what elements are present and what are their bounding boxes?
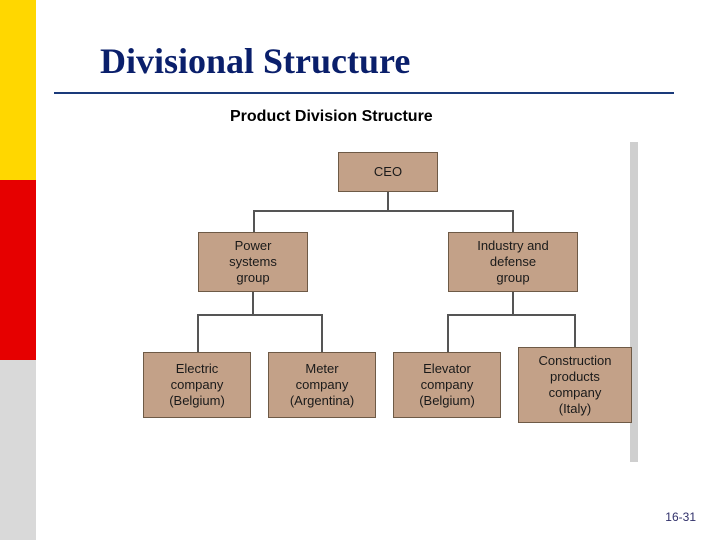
node-label: Power systems group xyxy=(229,238,277,287)
node-power-systems-group: Power systems group xyxy=(198,232,308,292)
conn-pwr-hbar xyxy=(197,314,323,316)
conn-ceo-hbar xyxy=(253,210,513,212)
conn-to-elev xyxy=(447,314,449,352)
org-chart: CEO Power systems group Industry and def… xyxy=(138,142,638,462)
conn-to-ind xyxy=(512,210,514,232)
node-label: Meter company (Argentina) xyxy=(290,361,354,410)
node-construction-products-company: Construction products company (Italy) xyxy=(518,347,632,423)
conn-ceo-stem xyxy=(387,192,389,210)
stripe-red xyxy=(0,180,36,360)
node-elevator-company: Elevator company (Belgium) xyxy=(393,352,501,418)
conn-to-pwr xyxy=(253,210,255,232)
title-rule xyxy=(54,92,674,94)
node-meter-company: Meter company (Argentina) xyxy=(268,352,376,418)
node-electric-company: Electric company (Belgium) xyxy=(143,352,251,418)
stripe-yellow xyxy=(0,0,36,180)
node-ceo: CEO xyxy=(338,152,438,192)
page-title: Divisional Structure xyxy=(100,40,410,82)
node-label: Electric company (Belgium) xyxy=(169,361,225,410)
conn-ind-stem xyxy=(512,292,514,314)
slide: Divisional Structure Product Division St… xyxy=(0,0,720,540)
node-label: CEO xyxy=(374,164,402,180)
conn-ind-hbar xyxy=(447,314,576,316)
conn-to-cons xyxy=(574,314,576,347)
conn-to-metr xyxy=(321,314,323,352)
subtitle: Product Division Structure xyxy=(230,108,433,126)
conn-pwr-stem xyxy=(252,292,254,314)
conn-to-elec xyxy=(197,314,199,352)
node-label: Construction products company (Italy) xyxy=(539,353,612,418)
node-industry-defense-group: Industry and defense group xyxy=(448,232,578,292)
node-label: Elevator company (Belgium) xyxy=(419,361,475,410)
stripe-gray xyxy=(0,360,36,540)
page-number: 16-31 xyxy=(665,510,696,524)
node-label: Industry and defense group xyxy=(477,238,549,287)
